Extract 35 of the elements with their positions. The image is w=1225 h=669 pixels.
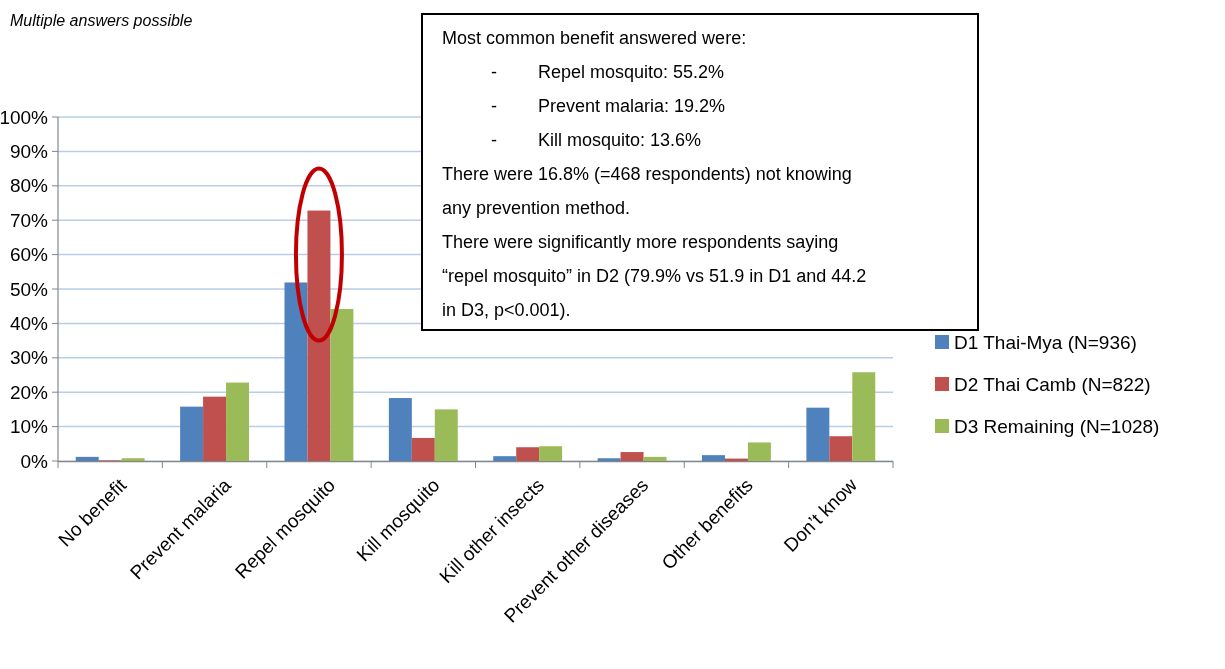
bar <box>620 452 644 461</box>
legend-label: D2 Thai Camb (N=822) <box>954 373 1151 395</box>
bar <box>493 456 517 461</box>
bar <box>539 446 563 461</box>
y-tick-label: 20% <box>9 381 49 403</box>
y-tick-label: 80% <box>9 175 49 197</box>
y-tick-label: 60% <box>9 244 49 266</box>
y-tick-label: 90% <box>9 141 49 163</box>
bar <box>75 456 99 461</box>
bar <box>516 447 540 461</box>
y-tick-label: 10% <box>9 416 49 438</box>
legend-label: D1 Thai-Mya (N=936) <box>954 331 1137 353</box>
bar <box>226 382 250 461</box>
bar <box>121 458 145 461</box>
y-tick-label: 0% <box>20 450 49 472</box>
bar <box>806 407 830 461</box>
text: Most common benefit answered were: - Repel mosquito: 55.2% - Prevent malaria: 19.2% - Kill mosquito: 13.6% There were 16.8% (=468 respondents) not knowing any prevention method. There were significantly more respondents saying “repel mosquito” in D2 (79.9% vs 51.9 in D1 and 44.2 in D3, p<0.001). <box>442 28 867 321</box>
y-tick-label: 70% <box>9 209 49 231</box>
bar <box>829 436 853 461</box>
bar <box>388 398 412 461</box>
bar <box>597 458 621 461</box>
y-tick-label: 30% <box>9 347 49 369</box>
y-tick-label: 100% <box>0 106 49 128</box>
bar <box>643 456 667 461</box>
y-tick-label: 40% <box>9 313 49 335</box>
legend-label: D3 Remaining (N=1028) <box>954 415 1160 437</box>
y-tick-label: 50% <box>9 278 49 300</box>
text: Multiple answers possible <box>10 12 193 29</box>
bar <box>180 406 204 461</box>
bar <box>701 455 725 461</box>
bar <box>434 409 458 461</box>
bar <box>852 372 876 461</box>
bar <box>203 396 227 461</box>
bar <box>411 437 435 461</box>
bar <box>747 442 771 461</box>
